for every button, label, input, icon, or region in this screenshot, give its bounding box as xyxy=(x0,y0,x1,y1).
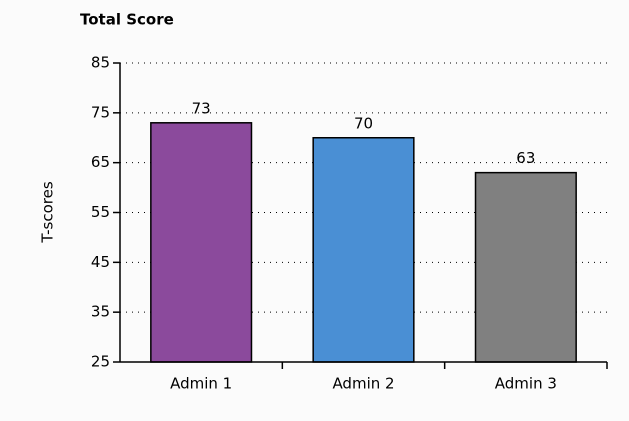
data-label: 73 xyxy=(192,99,211,117)
y-tick-label: 25 xyxy=(91,353,110,371)
x-tick-label: Admin 3 xyxy=(495,375,557,393)
x-tick-label: Admin 2 xyxy=(332,375,394,393)
x-tick-label: Admin 1 xyxy=(170,375,232,393)
y-tick-label: 45 xyxy=(91,253,110,271)
data-label: 70 xyxy=(354,114,373,132)
y-axis-label: T-scores xyxy=(39,181,57,244)
y-tick-label: 55 xyxy=(91,203,110,221)
y-tick-label: 65 xyxy=(91,153,110,171)
bar xyxy=(474,171,577,363)
data-label: 63 xyxy=(516,149,535,167)
y-tick-label: 35 xyxy=(91,303,110,321)
y-tick-label: 85 xyxy=(91,54,110,72)
bar xyxy=(150,122,253,363)
bar xyxy=(312,137,415,363)
chart-title: Total Score xyxy=(80,11,174,29)
y-tick-label: 75 xyxy=(91,103,110,121)
